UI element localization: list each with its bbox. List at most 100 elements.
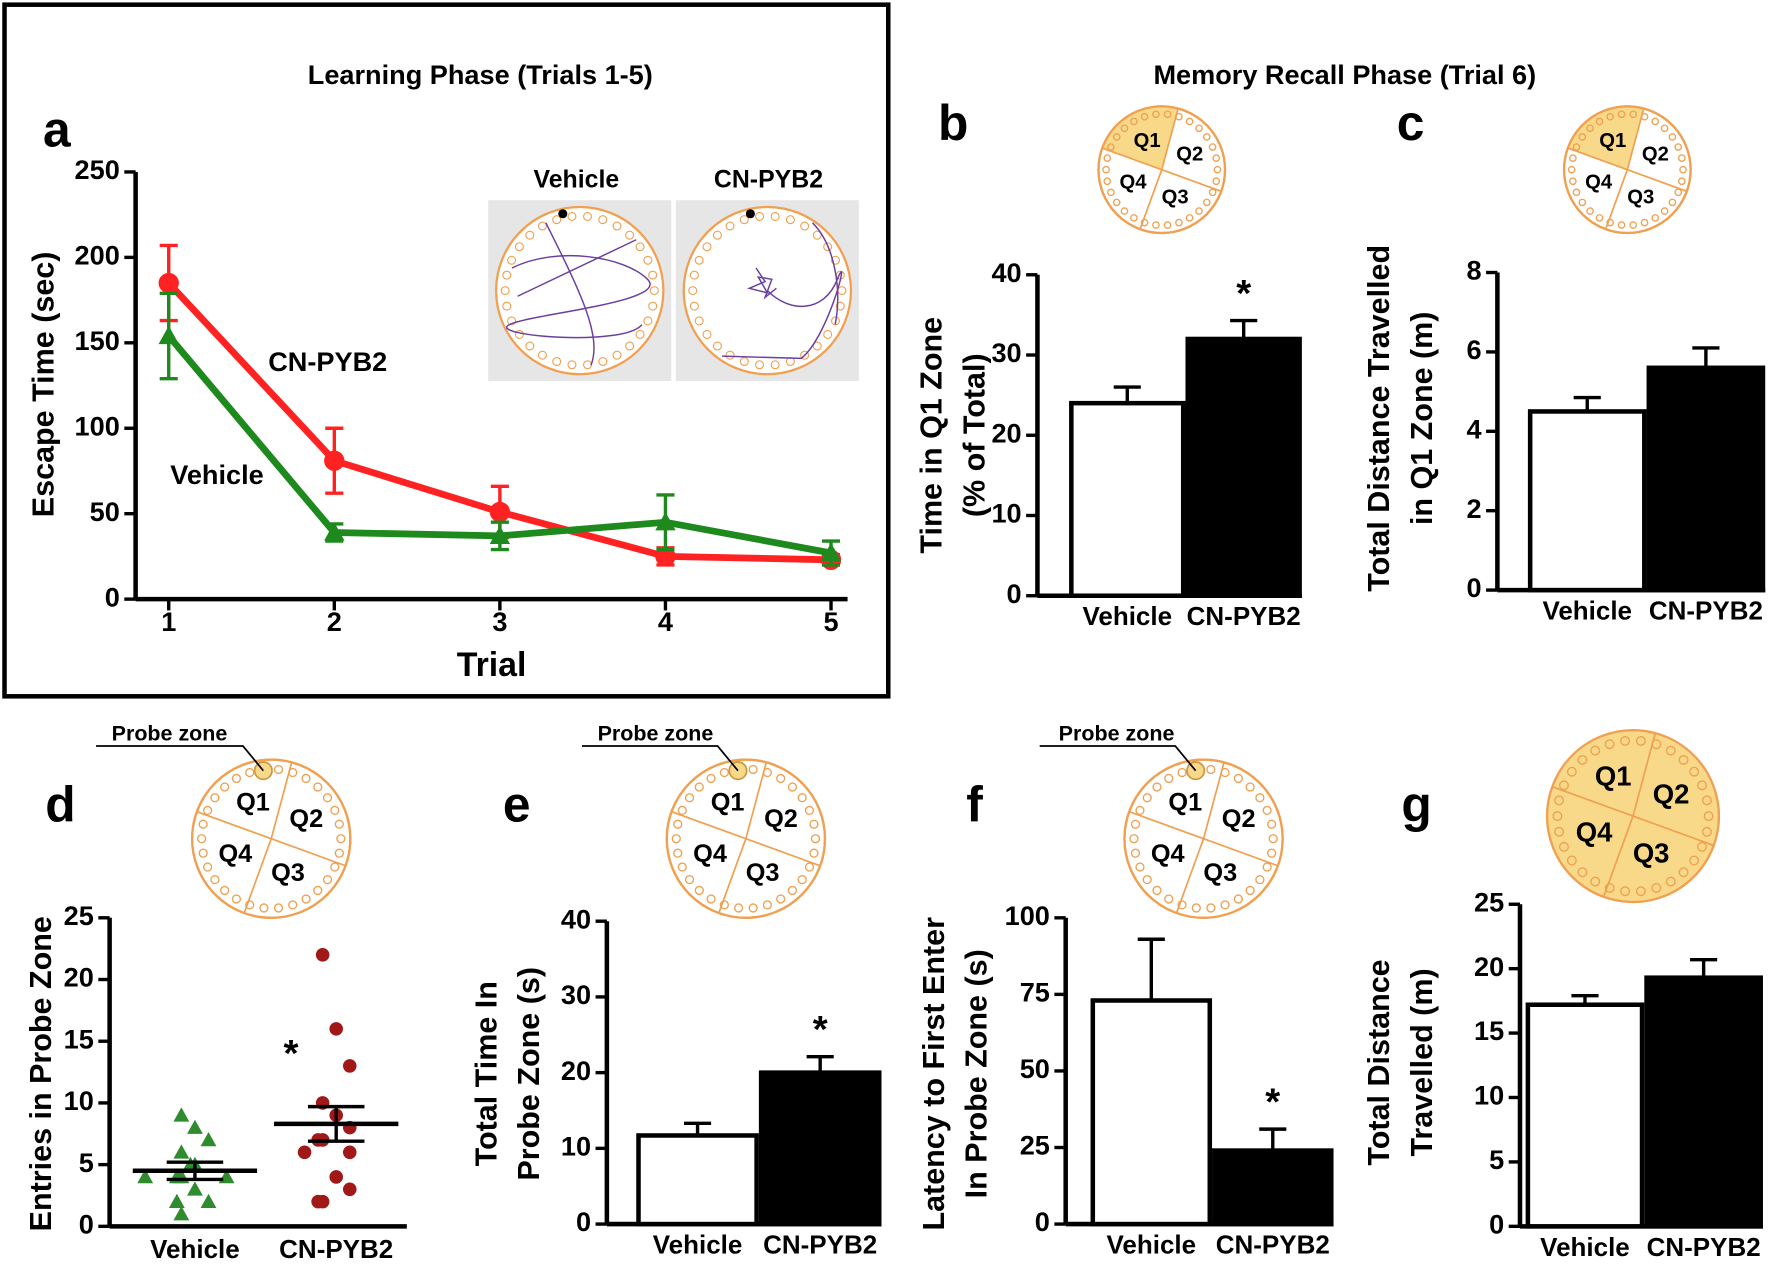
y-tick-label: 25: [1474, 886, 1504, 917]
rim-hole: [1660, 207, 1669, 215]
rim-hole: [762, 900, 773, 910]
x-tick-label: 2: [327, 606, 342, 637]
rim-hole: [748, 764, 758, 775]
rim-hole: [1674, 188, 1683, 197]
rim-hole: [1578, 133, 1587, 141]
y-tick-label: 15: [64, 1023, 94, 1054]
y-tick-label: 30: [561, 979, 591, 1010]
bar: [1644, 975, 1763, 1229]
rim-hole: [694, 885, 704, 896]
rim-hole: [1651, 117, 1660, 126]
inset-hole: [649, 286, 659, 296]
chart-title: Learning Phase (Trials 1-5): [308, 59, 653, 90]
rim-hole: [198, 848, 208, 858]
y-axis-label: Latency to First Enter: [917, 917, 951, 1231]
inset-hole: [643, 255, 653, 265]
x-tick-label: 1: [161, 606, 176, 637]
y-tick-label: 0: [79, 1208, 94, 1239]
quadrant-label: Q1: [711, 788, 745, 816]
rim-hole: [1262, 862, 1272, 872]
rim-hole: [1262, 805, 1272, 816]
inset-hole: [830, 255, 840, 265]
inset-hole: [537, 221, 547, 231]
y-axis-label: Total Distance Travelled: [1362, 245, 1396, 592]
inset-hole: [823, 242, 833, 252]
point: [820, 542, 842, 562]
y-tick-label: 20: [1474, 951, 1504, 982]
y-tick-label: 20: [64, 962, 94, 993]
quadrant-divider: [718, 838, 747, 914]
rim-hole: [1701, 826, 1712, 837]
rim-hole: [1112, 198, 1121, 207]
rim-hole: [245, 767, 255, 778]
inset-hole: [694, 255, 704, 265]
rim-hole: [1233, 773, 1243, 784]
swim-track: [722, 222, 843, 360]
x-tick-label: 5: [823, 606, 838, 637]
quadrant-divider: [243, 838, 273, 914]
point: [311, 1194, 325, 1209]
probe-label: Probe zone: [598, 721, 714, 745]
y-axis-label: In Probe Zone (s): [960, 949, 994, 1198]
quadrant-divider: [1632, 732, 1657, 817]
y-tick-label: 50: [90, 496, 120, 527]
quadrant-divider: [1175, 838, 1205, 914]
x-tick-label: Vehicle: [1082, 601, 1172, 631]
point: [489, 525, 511, 545]
rim-hole: [334, 819, 344, 829]
rim-hole: [196, 834, 207, 844]
rim-hole: [1163, 221, 1172, 229]
inset-hole: [712, 230, 722, 240]
platform: [558, 209, 568, 219]
y-tick-label: 40: [991, 257, 1021, 288]
quadrant-divider: [1203, 837, 1279, 867]
rim-hole: [202, 862, 213, 872]
y-tick-label: 250: [75, 154, 120, 185]
y-tick-label: 5: [1489, 1144, 1504, 1175]
rim-hole: [1595, 214, 1604, 222]
series-label: CN-PYB2: [268, 346, 387, 377]
inset-hole: [725, 350, 735, 360]
inset-hole: [648, 270, 658, 280]
inset-label: Vehicle: [534, 166, 620, 194]
rim-hole: [198, 819, 208, 829]
rim-hole: [1185, 117, 1194, 126]
rim-hole: [694, 782, 704, 792]
y-axis-label: (% of Total): [957, 353, 991, 517]
quadrant-divider: [1202, 762, 1225, 839]
quadrant-divider: [1161, 168, 1222, 193]
rim-hole: [733, 903, 744, 913]
rim-hole: [1120, 124, 1129, 133]
panel-letter: e: [503, 776, 531, 832]
point: [329, 1022, 343, 1036]
rim-hole: [719, 767, 729, 778]
quadrant-divider: [270, 837, 346, 867]
rim-hole: [1665, 876, 1676, 887]
significance-mark: *: [1265, 1080, 1280, 1123]
maze-rim: [1097, 105, 1227, 235]
point: [342, 1182, 357, 1197]
bar: [1525, 1002, 1645, 1229]
point: [329, 1170, 343, 1184]
quadrant-divider: [1128, 810, 1204, 840]
inset-hole: [635, 242, 645, 252]
inset-hole: [835, 301, 845, 311]
rim-hole: [336, 834, 346, 844]
bar: [1069, 400, 1186, 598]
rim-hole: [1195, 207, 1203, 215]
rim-hole: [1142, 793, 1152, 803]
inset-hole: [552, 215, 562, 225]
rim-hole: [1674, 143, 1683, 151]
x-tick-label: Vehicle: [150, 1234, 240, 1264]
rim-hole: [1208, 143, 1217, 151]
rim-hole: [1586, 207, 1594, 215]
inset-hole: [812, 341, 822, 351]
point: [297, 1145, 312, 1160]
rim-hole: [1202, 198, 1211, 207]
rim-hole: [1102, 165, 1110, 174]
point: [173, 1144, 190, 1159]
rim-hole: [231, 773, 242, 784]
rim-hole: [313, 885, 323, 896]
maze-rim: [1545, 729, 1721, 904]
rim-hole: [1142, 874, 1152, 885]
